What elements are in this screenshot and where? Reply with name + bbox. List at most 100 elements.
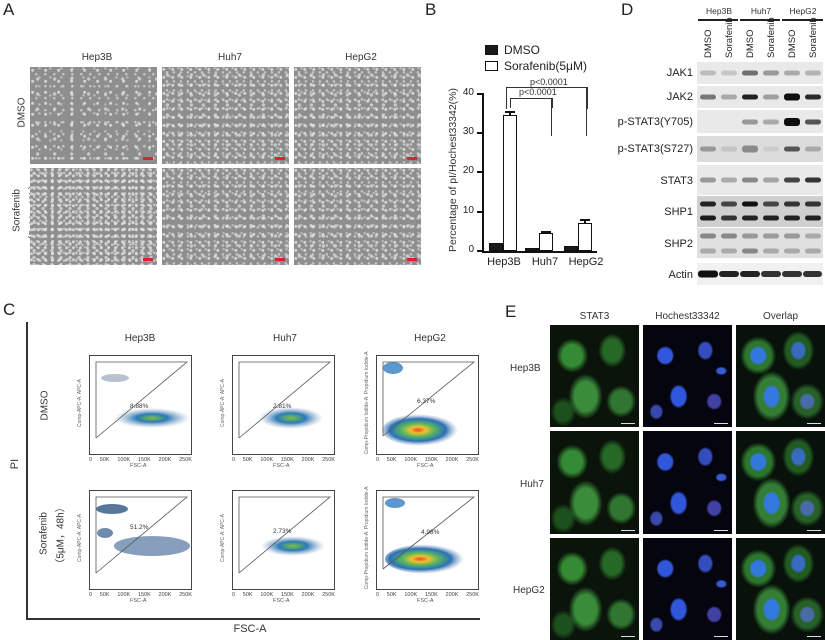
blot-jak2 — [697, 86, 823, 108]
bar-hepg2-sorafenib — [578, 223, 592, 251]
y-axis — [482, 93, 484, 251]
bar-hepg2-dmso — [564, 246, 578, 251]
bar-hep3b-sorafenib — [503, 115, 517, 251]
band — [761, 271, 781, 277]
lane-label: Sorafenib — [724, 17, 735, 58]
blot-actin — [697, 263, 823, 285]
lane-label: DMSO — [703, 29, 714, 59]
significance-bracket-huh7 — [510, 98, 553, 108]
gate-percentage: 8.88% — [130, 403, 149, 410]
panel-e-letter: E — [505, 302, 517, 321]
legend-label-sorafenib: Sorafenib(5μM) — [504, 59, 587, 73]
y-tick-label-20: 20 — [462, 165, 474, 176]
group-line — [698, 19, 738, 21]
x-tick: 0 — [232, 592, 236, 598]
band — [805, 70, 821, 76]
scale-bar — [714, 422, 728, 424]
band — [805, 248, 821, 254]
band — [763, 233, 779, 239]
p-value-hepg2: p<0.0001 — [530, 77, 568, 87]
panel-c-outer-xlabel: FSC-A — [233, 623, 267, 635]
y-tick-label-10: 10 — [462, 205, 474, 216]
bracket-drop — [551, 98, 553, 136]
x-tick: 200K — [445, 457, 459, 463]
x-tick: 150K — [137, 457, 151, 463]
x-tick: 200K — [158, 457, 172, 463]
x-tick: 50K — [386, 457, 397, 463]
band — [719, 271, 739, 277]
band — [721, 177, 737, 183]
flow-plot-huh7-sorafenib: 2.73% — [232, 490, 335, 590]
legend-label-dmso: DMSO — [504, 43, 540, 57]
x-tick: 100K — [260, 592, 274, 598]
flow-xticks: 0 50K 100K 150K 200K 250K — [232, 592, 335, 598]
protein-label-pstat3-y705: p-STAT3(Y705) — [617, 116, 693, 128]
flow-row-sorafenib-dose: （5μM，48h） — [55, 502, 67, 569]
flow-ylabel: Comp-APC-A: APC-A — [77, 378, 83, 428]
x-tick: 150K — [424, 457, 438, 463]
protein-label-jak1: JAK1 — [666, 67, 693, 79]
band — [700, 215, 716, 221]
x-axis — [482, 251, 597, 253]
band — [805, 233, 821, 239]
flow-ylabel: Comp-Propidium Iodide-A: Propidium Iodid… — [364, 486, 370, 590]
band — [742, 215, 758, 221]
flow-ylabel: Comp-APC-A: APC-A — [220, 513, 226, 563]
band — [763, 94, 779, 100]
band — [805, 177, 821, 183]
scale-bar — [714, 635, 728, 637]
protein-label-actin: Actin — [668, 269, 693, 281]
legend-item-dmso: DMSO — [485, 43, 540, 57]
micrograph-huh7-dmso — [162, 67, 289, 164]
band — [742, 70, 758, 76]
band — [763, 215, 779, 221]
flow-xlabel: FSC-A — [130, 463, 147, 469]
flow-plot-hep3b-sorafenib: 51.2% — [89, 490, 192, 590]
band — [742, 233, 758, 239]
band — [784, 93, 800, 101]
x-category-hep3b: Hep3B — [487, 256, 521, 268]
blot-stat3 — [697, 165, 823, 195]
x-tick: 150K — [424, 592, 438, 598]
gate-percentage: 51.2% — [130, 524, 149, 531]
y-tick-label-40: 40 — [462, 87, 474, 98]
legend-item-sorafenib: Sorafenib(5μM) — [485, 59, 587, 73]
if-row-huh7: Huh7 — [520, 479, 544, 490]
panel-a-col-hepg2: HepG2 — [345, 52, 377, 63]
legend-swatch-dmso — [485, 45, 498, 55]
bar-hep3b-dmso — [489, 243, 503, 251]
band — [721, 215, 737, 221]
error-bar — [584, 219, 586, 223]
x-tick: 150K — [280, 457, 294, 463]
x-tick: 0 — [232, 457, 236, 463]
if-col-stat3: STAT3 — [579, 311, 610, 322]
x-tick: 250K — [466, 592, 479, 598]
panel-a-col-huh7: Huh7 — [218, 52, 242, 63]
x-tick: 0 — [376, 592, 380, 598]
x-tick: 200K — [301, 457, 315, 463]
gate-polygon — [382, 361, 476, 446]
group-line — [740, 19, 780, 21]
x-tick: 0 — [89, 592, 93, 598]
scale-bar — [621, 635, 635, 637]
x-tick: 50K — [386, 592, 397, 598]
protein-label-shp1: SHP1 — [664, 206, 693, 218]
band — [742, 94, 758, 100]
lane-label: DMSO — [745, 29, 756, 59]
gate-polygon — [95, 361, 190, 439]
group-huh7: Huh7 — [750, 6, 772, 16]
if-row-hepg2: HepG2 — [513, 585, 545, 596]
band — [784, 177, 800, 183]
band — [784, 146, 800, 152]
x-tick: 200K — [158, 592, 172, 598]
band — [742, 177, 758, 183]
flow-xticks: 0 50K 100K 150K 200K 250K — [376, 592, 479, 598]
x-tick: 100K — [404, 592, 418, 598]
y-tick — [477, 171, 482, 173]
micrograph-hepg2-dmso — [294, 67, 421, 164]
band — [803, 271, 822, 277]
panel-a-col-hep3b: Hep3B — [81, 52, 113, 63]
scale-bar — [143, 157, 153, 160]
y-tick — [477, 250, 482, 252]
band — [721, 94, 737, 100]
